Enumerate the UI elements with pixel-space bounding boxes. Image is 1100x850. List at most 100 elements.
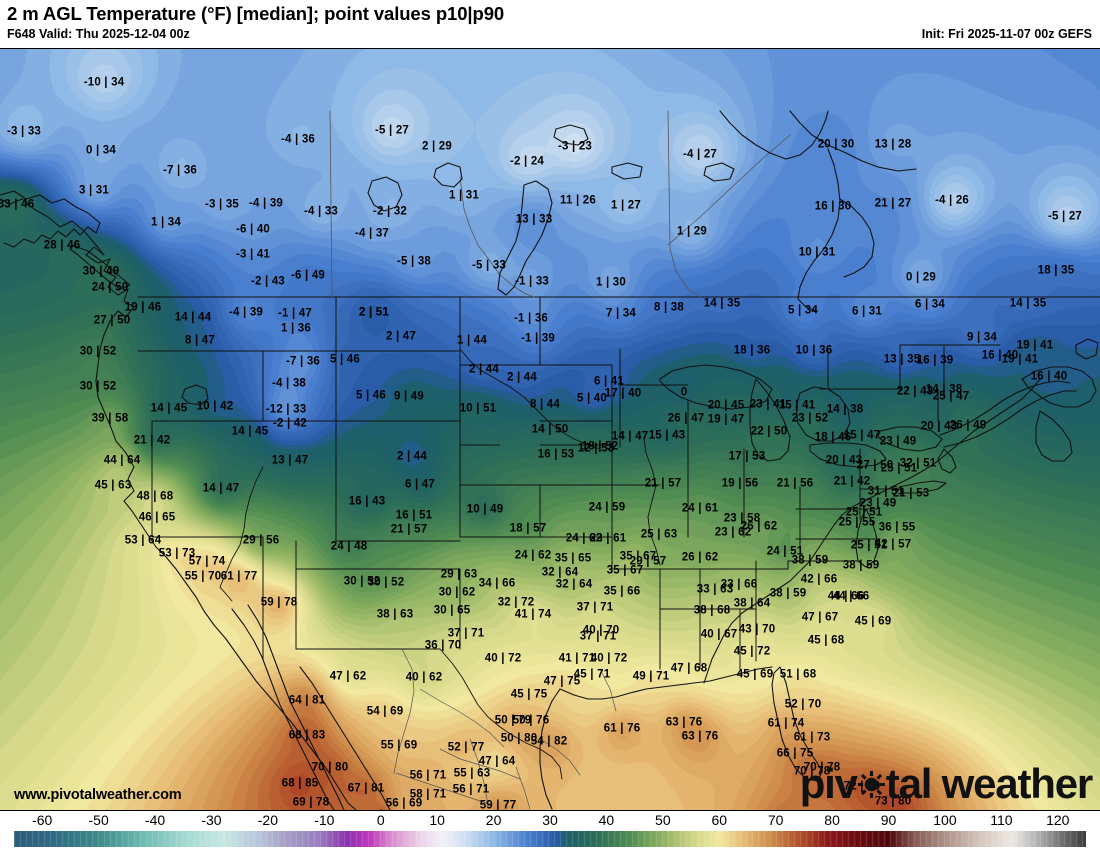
point-value-label: 1 | 27 xyxy=(611,199,641,212)
point-value-label: 43 | 70 xyxy=(738,623,776,636)
point-value-label: 2 | 44 xyxy=(507,371,537,384)
point-value-label: 19 | 46 xyxy=(124,301,162,314)
point-value-label: 45 | 63 xyxy=(94,479,132,492)
point-value-label: 6 | 41 xyxy=(594,375,624,388)
temperature-map[interactable]: -10 | 34 -3 | 33 0 | 34 3 | 31 33 | 46 1 | 34… xyxy=(0,48,1100,811)
point-value-label: 1 | 44 xyxy=(457,334,487,347)
point-value-label: 5 | 46 xyxy=(356,389,386,402)
point-value-label: 35 | 67 xyxy=(619,550,657,563)
point-value-label: 30 | 49 xyxy=(82,265,120,278)
colorbar-tick: 120 xyxy=(1046,812,1070,828)
point-value-label: 30 | 62 xyxy=(438,586,476,599)
point-value-label: 27 | 50 xyxy=(856,459,894,472)
point-value-label: 61 | 74 xyxy=(767,717,805,730)
point-value-label: 19 | 41 xyxy=(1001,353,1039,366)
point-value-label: 30 | 52 xyxy=(343,575,381,588)
point-value-label: 38 | 64 xyxy=(733,597,771,610)
point-value-label: 40 | 70 xyxy=(582,624,620,637)
point-value-label: 70 | 78 xyxy=(793,765,831,778)
point-value-label: 24 | 61 xyxy=(681,502,719,515)
point-value-label: 16 | 51 xyxy=(395,509,433,522)
point-value-label: 24 | 51 xyxy=(766,545,804,558)
colorbar-tick: -60 xyxy=(32,812,53,828)
point-value-label: 16 | 43 xyxy=(348,495,386,508)
point-value-label: 14 | 38 xyxy=(925,383,963,396)
point-value-label: 40 | 62 xyxy=(405,671,443,684)
point-value-label: 15 | 41 xyxy=(778,399,816,412)
point-values-layer: -10 | 34 -3 | 33 0 | 34 3 | 31 33 | 46 1 | 34… xyxy=(0,49,1100,810)
point-value-label: 25 | 51 xyxy=(880,462,918,475)
point-value-label: 23 | 52 xyxy=(791,412,829,425)
init-time-label: Init: Fri 2025-11-07 00z GEFS xyxy=(921,27,1092,41)
point-value-label: 0 | 29 xyxy=(906,271,936,284)
point-value-label: 25 | 51 xyxy=(845,506,883,519)
point-value-label: 1 | 29 xyxy=(677,225,707,238)
point-value-label: 35 | 65 xyxy=(554,552,592,565)
point-value-label: 53 | 64 xyxy=(124,534,162,547)
point-value-label: -4 | 39 xyxy=(248,197,284,210)
point-value-label: 29 | 56 xyxy=(242,534,280,547)
point-value-label: 23 | 49 xyxy=(859,497,897,510)
point-value-label: 68 | 85 xyxy=(281,777,319,790)
point-value-label: 52 | 77 xyxy=(447,741,485,754)
point-value-label: 15 | 47 xyxy=(843,429,881,442)
point-value-label: 45 | 69 xyxy=(854,615,892,628)
point-value-label: 20 | 30 xyxy=(817,138,855,151)
point-value-label: 2 | 51 xyxy=(359,306,389,319)
point-value-label: 20 | 45 xyxy=(707,399,745,412)
point-value-label: 44 | 64 xyxy=(103,454,141,467)
colorbar-tick: 80 xyxy=(824,812,840,828)
colorbar-legend[interactable]: -60 -50 -40 -30 -20 -10 0 10 20 30 40 50 60 70 80 90 100… xyxy=(0,811,1100,850)
colorbar-tick: -40 xyxy=(144,812,166,828)
point-value-label: 0 xyxy=(680,386,688,399)
point-value-label: 54 | 82 xyxy=(530,735,568,748)
colorbar-tick: 60 xyxy=(711,812,728,828)
point-value-label: 57 | 74 xyxy=(188,555,226,568)
point-value-label: 24 | 62 xyxy=(514,549,552,562)
point-value-label: 40 | 72 xyxy=(590,652,628,665)
point-value-label: 66 | 75 xyxy=(776,747,814,760)
point-value-label: 18 | 36 xyxy=(733,344,771,357)
point-value-label: 41 | 74 xyxy=(514,608,552,621)
point-value-label: 68 | 83 xyxy=(288,729,326,742)
point-value-label: 44 | 66 xyxy=(827,590,865,603)
colorbar-tick: -20 xyxy=(257,812,279,828)
point-value-label: 10 | 51 xyxy=(459,402,497,415)
point-value-label: 1 | 36 xyxy=(281,322,311,335)
colorbar-tick-labels: -60 -50 -40 -30 -20 -10 0 10 20 30 40 50 60 70 80 90 100… xyxy=(0,811,1100,830)
point-value-label: 11 | 26 xyxy=(560,194,596,207)
point-value-label: 50 | 79 xyxy=(494,714,532,727)
point-value-label: 1 | 34 xyxy=(151,216,181,229)
point-value-label: 14 | 35 xyxy=(1009,297,1047,310)
point-value-label: -4 | 37 xyxy=(354,227,390,240)
point-value-label: 21 | 27 xyxy=(874,197,912,210)
point-value-label: 23 | 58 xyxy=(723,512,761,525)
point-value-label: 6 | 31 xyxy=(852,305,882,318)
point-value-label: -2 | 43 xyxy=(250,275,286,288)
point-value-label: 64 | 81 xyxy=(288,694,326,707)
point-value-label: 9 | 34 xyxy=(967,331,997,344)
point-value-label: 47 | 67 xyxy=(801,611,839,624)
point-value-label: 21 | 56 xyxy=(776,477,814,490)
point-value-label: 14 | 35 xyxy=(703,297,741,310)
point-value-label: 20 | 43 xyxy=(920,420,958,433)
point-value-label: 44 | 66 xyxy=(832,590,870,603)
point-value-label: -5 | 27 xyxy=(374,124,410,137)
point-value-label: 2 | 47 xyxy=(386,330,416,343)
colorbar-tick: 10 xyxy=(429,812,445,828)
point-value-label: 6 | 34 xyxy=(915,298,945,311)
map-header: 2 m AGL Temperature (°F) [median]; point… xyxy=(0,0,1100,48)
point-value-label: -10 | 34 xyxy=(83,76,125,89)
point-value-label: 0 | 34 xyxy=(86,144,116,157)
watermark-text-pre: piv xyxy=(799,760,858,807)
point-value-label: 50 | 76 xyxy=(512,714,550,727)
point-value-label: 17 | 53 xyxy=(728,450,766,463)
point-value-label: 31 | 51 xyxy=(867,485,905,498)
point-value-label: 70 | 80 xyxy=(311,761,349,774)
point-value-label: 72 | 76 xyxy=(363,810,399,811)
point-value-label: 55 | 70 xyxy=(184,570,222,583)
point-value-label: -2 | 42 xyxy=(272,417,308,430)
point-value-label: 19 | 47 xyxy=(707,413,745,426)
colorbar-tick: 90 xyxy=(880,812,897,828)
point-value-label: 22 | 50 xyxy=(750,425,788,438)
